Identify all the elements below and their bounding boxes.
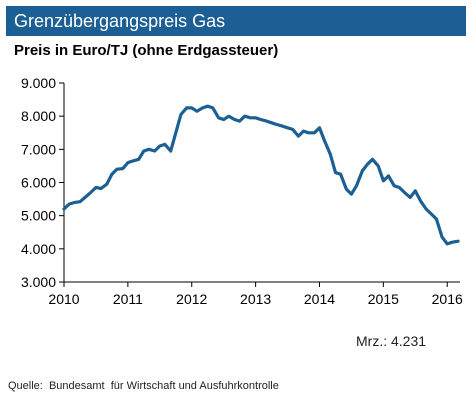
y-tick-label: 4.000: [21, 241, 56, 257]
x-tick-label: 2014: [304, 291, 335, 307]
x-tick-label: 2013: [240, 291, 271, 307]
y-tick-label: 9.000: [21, 75, 56, 91]
chart-title: Grenzübergangspreis Gas: [14, 11, 226, 31]
x-tick-label: 2016: [432, 291, 463, 307]
latest-value-label: Mrz.: 4.231: [356, 333, 427, 349]
chart-title-bar: Grenzübergangspreis Gas: [6, 6, 466, 36]
y-tick-label: 6.000: [21, 175, 56, 191]
y-tick-label: 3.000: [21, 274, 56, 290]
y-tick-label: 7.000: [21, 141, 56, 157]
y-tick-label: 5.000: [21, 208, 56, 224]
chart-subtitle: Preis in Euro/TJ (ohne Erdgassteuer): [14, 42, 279, 59]
y-tick-label: 8.000: [21, 108, 56, 124]
x-tick-label: 2015: [368, 291, 399, 307]
source-note: Quelle: Bundesamt für Wirtschaft und Aus…: [8, 380, 279, 392]
price-line: [62, 104, 460, 246]
x-tick-label: 2012: [176, 291, 207, 307]
x-tick-label: 2011: [113, 291, 143, 307]
x-tick-label: 2010: [48, 291, 79, 307]
